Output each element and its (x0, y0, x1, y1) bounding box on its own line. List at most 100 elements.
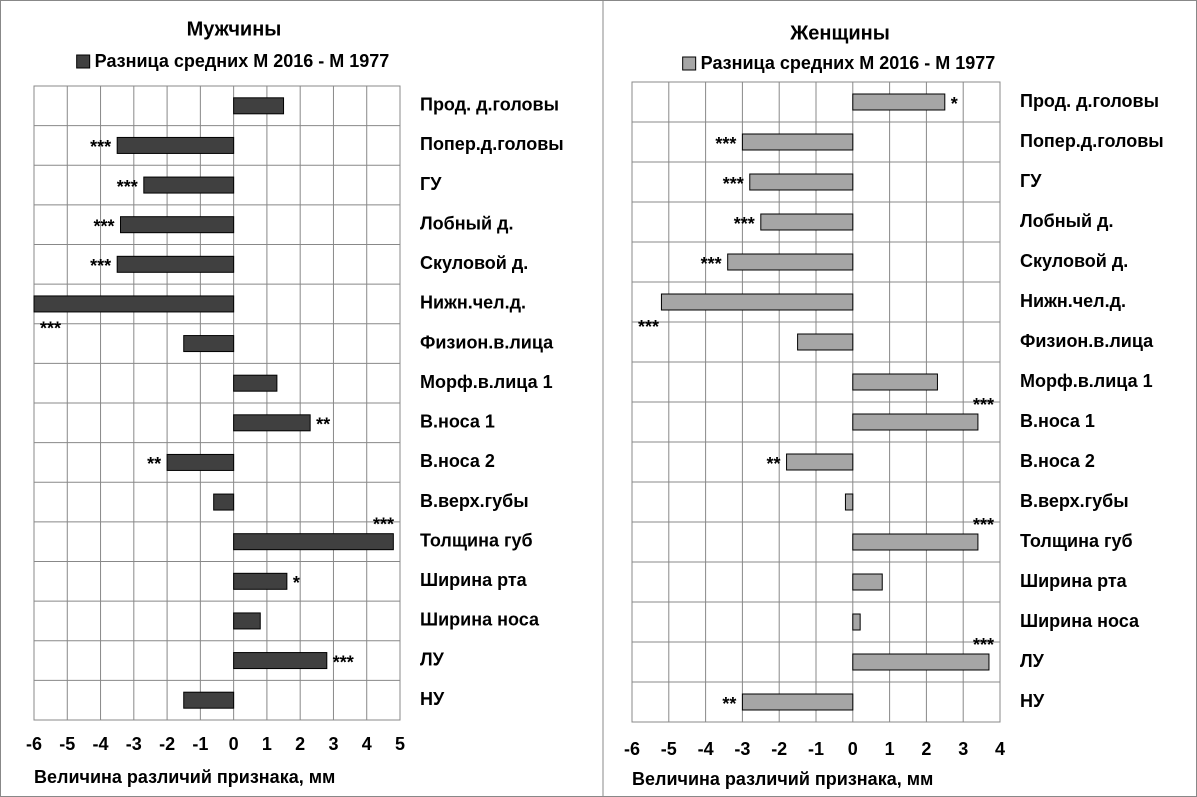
significance-label: *** (40, 319, 61, 339)
x-tick-label: 2 (295, 734, 305, 754)
bar (233, 533, 394, 551)
significance-label: * (951, 94, 958, 114)
significance-label: *** (715, 134, 736, 154)
bar (233, 374, 278, 392)
category-label: Толщина губ (420, 530, 533, 550)
significance-label: *** (973, 515, 994, 535)
bar (183, 335, 235, 353)
bar (233, 572, 288, 590)
bar (143, 176, 235, 194)
significance-label: *** (117, 177, 138, 197)
bar (852, 653, 990, 671)
category-label: ГУ (1020, 171, 1042, 191)
significance-label: ** (767, 454, 781, 474)
x-axis-label: Величина различий признака, мм (632, 769, 933, 789)
category-label: Морф.в.лица 1 (1020, 371, 1153, 391)
category-label: Лобный д. (420, 213, 513, 233)
category-label: В.носа 1 (1020, 411, 1095, 431)
significance-label: ** (316, 415, 330, 435)
category-label: В.носа 1 (420, 412, 495, 432)
category-label: ГУ (420, 174, 442, 194)
significance-label: *** (93, 216, 114, 236)
category-label: Скуловой д. (420, 253, 528, 273)
bar (741, 693, 854, 711)
x-tick-label: -5 (59, 734, 75, 754)
bar (166, 453, 235, 471)
x-tick-label: -4 (698, 739, 714, 759)
x-tick-label: -3 (734, 739, 750, 759)
category-label: Нижн.чел.д. (1020, 291, 1126, 311)
bar (797, 333, 854, 351)
category-label: Лобный д. (1020, 211, 1113, 231)
category-label: Ширина носа (420, 610, 540, 630)
legend-label: Разница средних М 2016 - М 1977 (701, 53, 996, 73)
x-tick-label: 3 (328, 734, 338, 754)
x-tick-label: -6 (624, 739, 640, 759)
bar (786, 453, 854, 471)
bar (233, 612, 261, 630)
significance-label: *** (973, 635, 994, 655)
bar (741, 133, 854, 151)
bar (183, 691, 235, 709)
legend-swatch (76, 54, 91, 69)
significance-label: ** (722, 694, 736, 714)
x-tick-label: -4 (93, 734, 109, 754)
chart-title: Женщины (789, 22, 890, 44)
significance-label: * (293, 573, 300, 593)
category-label: Попер.д.головы (420, 134, 564, 154)
x-tick-label: 4 (362, 734, 372, 754)
x-tick-label: 1 (885, 739, 895, 759)
category-label: Толщина губ (1020, 531, 1133, 551)
x-tick-label: -2 (771, 739, 787, 759)
bar (760, 213, 854, 231)
x-tick-label: 0 (229, 734, 239, 754)
x-tick-label: -1 (808, 739, 824, 759)
category-label: В.носа 2 (1020, 451, 1095, 471)
legend-label: Разница средних М 2016 - М 1977 (95, 51, 390, 71)
significance-label: *** (90, 137, 111, 157)
bar (844, 493, 854, 511)
significance-label: ** (147, 454, 161, 474)
bar (213, 493, 235, 511)
x-tick-label: 5 (395, 734, 405, 754)
x-tick-label: -6 (26, 734, 42, 754)
category-label: Ширина носа (1020, 611, 1140, 631)
bar (233, 652, 328, 670)
significance-label: *** (373, 514, 394, 534)
bar (852, 413, 979, 431)
x-tick-label: 0 (848, 739, 858, 759)
category-label: ЛУ (1020, 651, 1045, 671)
x-tick-label: 3 (958, 739, 968, 759)
x-tick-label: 2 (921, 739, 931, 759)
category-label: В.носа 2 (420, 451, 495, 471)
bar (749, 173, 854, 191)
bar (660, 293, 854, 311)
bar (33, 295, 235, 313)
category-label: Скуловой д. (1020, 251, 1128, 271)
x-tick-label: -1 (192, 734, 208, 754)
x-tick-label: -2 (159, 734, 175, 754)
bar (852, 93, 946, 111)
category-label: В.верх.губы (420, 491, 529, 511)
category-label: Попер.д.головы (1020, 131, 1164, 151)
significance-label: *** (973, 395, 994, 415)
category-label: Прод. д.головы (420, 95, 559, 115)
bar (852, 573, 883, 591)
x-tick-label: -5 (661, 739, 677, 759)
x-tick-label: 4 (995, 739, 1005, 759)
category-label: ЛУ (420, 649, 445, 669)
bar (233, 97, 285, 115)
bar (852, 373, 938, 391)
significance-label: *** (90, 256, 111, 276)
significance-label: *** (701, 254, 722, 274)
category-label: В.верх.губы (1020, 491, 1129, 511)
significance-label: *** (638, 317, 659, 337)
bar (233, 414, 311, 432)
category-label: НУ (420, 689, 445, 709)
bar (116, 136, 235, 154)
category-label: Нижн.чел.д. (420, 293, 526, 313)
category-label: Морф.в.лица 1 (420, 372, 553, 392)
significance-label: *** (734, 214, 755, 234)
significance-label: *** (333, 652, 354, 672)
bar (116, 255, 235, 273)
